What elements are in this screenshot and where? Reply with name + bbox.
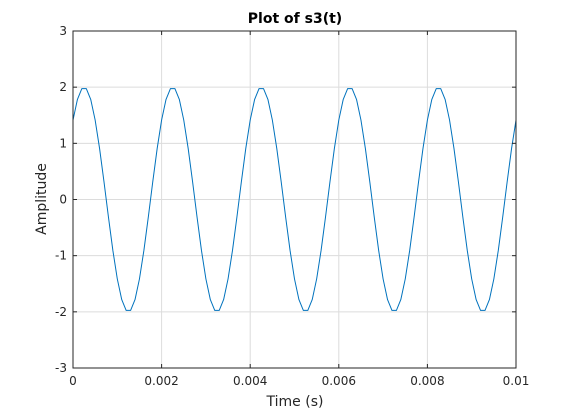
x-tick-label: 0.002 (144, 374, 178, 388)
y-ticks (73, 30, 516, 369)
y-tick-label: 0 (59, 193, 67, 207)
y-tick-label: -3 (55, 361, 67, 375)
y-tick-label: 1 (59, 136, 67, 150)
series-layer (72, 88, 517, 311)
x-tick-label: 0.004 (233, 374, 267, 388)
y-tick-label: -2 (55, 305, 67, 319)
x-ticks (72, 31, 517, 368)
chart-title: Plot of s3(t) (248, 11, 342, 27)
y-tick-label: 2 (59, 80, 67, 94)
y-tick-label: 3 (59, 24, 67, 38)
x-tick-label: 0.006 (322, 374, 356, 388)
x-tick-label: 0.01 (503, 374, 530, 388)
series-line-s3 (72, 88, 517, 311)
x-tick-label: 0 (69, 374, 77, 388)
y-tick-labels: -3 -2 -1 0 1 2 3 (55, 24, 67, 375)
x-tick-label: 0.008 (410, 374, 444, 388)
y-tick-label: -1 (55, 249, 67, 263)
x-tick-labels: 0 0.002 0.004 0.006 0.008 0.01 (69, 374, 529, 388)
y-axis-label: Amplitude (34, 163, 50, 235)
x-axis-label: Time (s) (266, 394, 324, 410)
